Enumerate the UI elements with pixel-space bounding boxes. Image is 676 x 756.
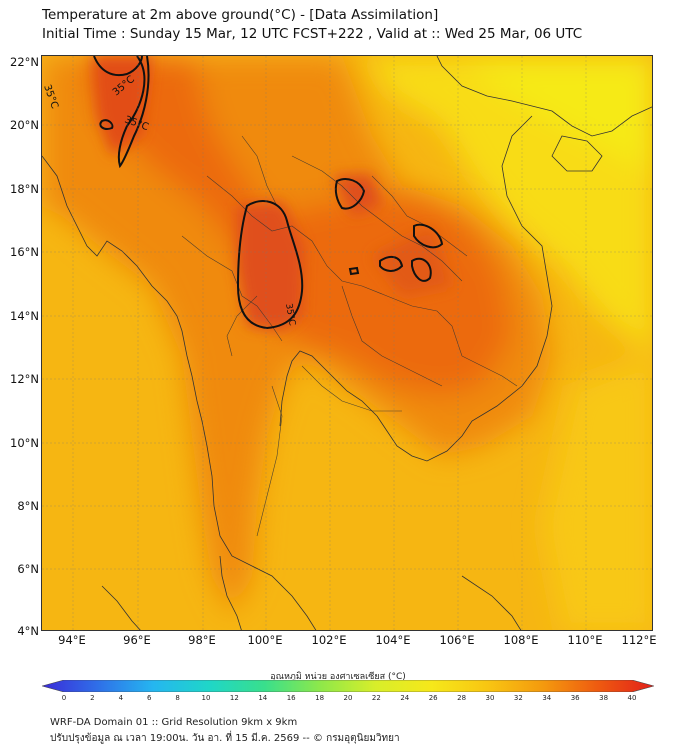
contour-label: 35°C — [283, 303, 297, 327]
lat-label-18n: 18°N — [10, 182, 39, 196]
colorbar-tick-label: 14 — [258, 694, 268, 702]
lat-label-10n: 10°N — [10, 436, 39, 450]
lon-label-102e: 102°E — [311, 633, 347, 647]
colorbar-tick-label: 2 — [90, 694, 95, 702]
hot-land-region — [42, 56, 552, 616]
colorbar-tick-label: 18 — [315, 694, 325, 702]
lon-label-94e: 94°E — [58, 633, 86, 647]
graticule — [42, 56, 652, 630]
colorbar-gradient — [42, 680, 654, 692]
cool-sea-region — [362, 56, 652, 630]
colorbar-tick-label: 36 — [570, 694, 580, 702]
colorbar-tick-label: 10 — [201, 694, 211, 702]
colorbar-tick-label: 38 — [599, 694, 609, 702]
temperature-map: 35°C 35°C 35°C 35°C — [41, 55, 653, 631]
lon-label-100e: 100°E — [247, 633, 283, 647]
colorbar-tick-label: 8 — [175, 694, 180, 702]
lat-label-22n: 22°N — [10, 55, 39, 69]
colorbar-tick-label: 32 — [513, 694, 523, 702]
lat-label-14n: 14°N — [10, 309, 39, 323]
lon-label-98e: 98°E — [188, 633, 216, 647]
colorbar-tick-label: 24 — [400, 694, 410, 702]
lat-label-20n: 20°N — [10, 118, 39, 132]
colorbar-tick-label: 4 — [118, 694, 124, 702]
lat-label-4n: 4°N — [17, 624, 39, 638]
contour-35c — [93, 56, 444, 330]
colorbar-title: อุณหภูมิ หน่วย องศาเซลเซียส (°C) — [270, 672, 406, 682]
lon-label-110e: 110°E — [567, 633, 603, 647]
colorbar-tick-label: 30 — [485, 694, 495, 702]
colorbar-tick-label: 26 — [428, 694, 438, 702]
colorbar-tick-label: 0 — [61, 694, 67, 702]
colorbar — [42, 680, 654, 692]
lon-label-104e: 104°E — [375, 633, 411, 647]
colorbar-tick-label: 40 — [627, 694, 637, 702]
colorbar-tick-label: 28 — [457, 694, 467, 702]
lat-label-12n: 12°N — [10, 372, 39, 386]
colorbar-tick-label: 22 — [371, 694, 381, 702]
colorbar-tick-label: 12 — [229, 694, 239, 702]
lon-label-112e: 112°E — [621, 633, 657, 647]
chart-subtitle: Initial Time : Sunday 15 Mar, 12 UTC FCS… — [42, 26, 583, 42]
lat-label-16n: 16°N — [10, 245, 39, 259]
colorbar-tick-label: 20 — [343, 694, 353, 702]
colorbar-tick-label: 6 — [146, 694, 152, 702]
colorbar-tick-label: 34 — [542, 694, 552, 702]
footer-domain-info: WRF-DA Domain 01 :: Grid Resolution 9km … — [50, 717, 298, 728]
chart-title: Temperature at 2m above ground(°C) - [Da… — [42, 7, 439, 23]
lat-label-8n: 8°N — [17, 499, 39, 513]
map-canvas: 35°C 35°C 35°C 35°C — [42, 56, 652, 630]
footer-update-info: ปรับปรุงข้อมูล ณ เวลา 19:00น. วัน อา. ที… — [50, 733, 400, 744]
colorbar-tick-label: 16 — [286, 694, 296, 702]
lon-label-108e: 108°E — [503, 633, 539, 647]
lat-label-6n: 6°N — [17, 562, 39, 576]
coastlines — [42, 56, 652, 630]
lon-label-96e: 96°E — [123, 633, 151, 647]
lon-label-106e: 106°E — [439, 633, 475, 647]
